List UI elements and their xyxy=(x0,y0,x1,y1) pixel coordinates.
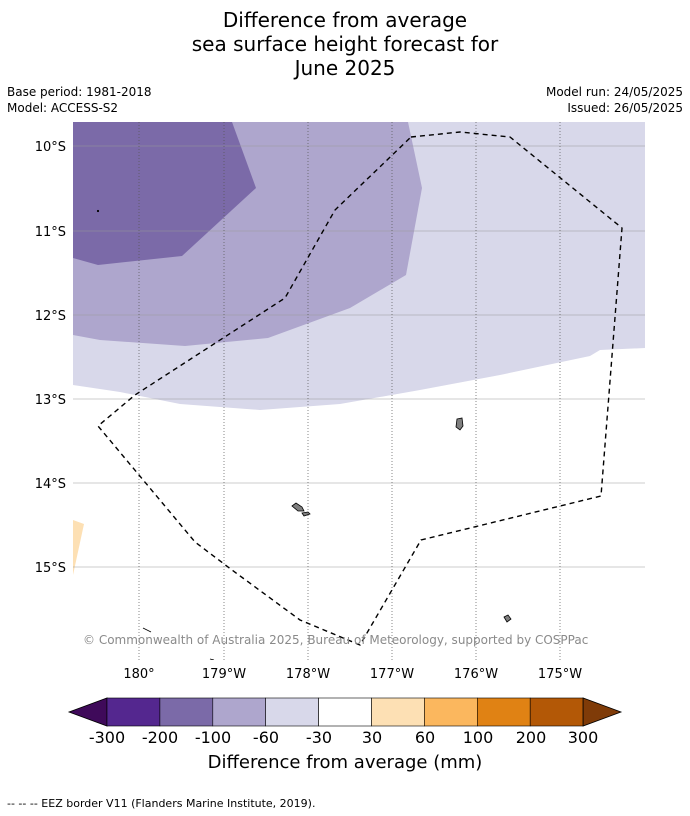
colorbar-segment xyxy=(529,697,584,727)
meta-right: Model run: 24/05/2025 Issued: 26/05/2025 xyxy=(546,84,683,116)
lon-label-180: 180° xyxy=(123,667,154,682)
issued-date: Issued: 26/05/2025 xyxy=(567,101,683,115)
colorbar-tick: 200 xyxy=(516,728,547,747)
eez-border xyxy=(97,131,623,646)
base-period: Base period: 1981-2018 xyxy=(7,85,152,99)
title-line-2: sea surface height forecast for xyxy=(191,32,499,56)
lat-label-15s: 15°S xyxy=(35,561,66,576)
colorbar-segment xyxy=(424,697,478,727)
meta-left: Base period: 1981-2018 Model: ACCESS-S2 xyxy=(7,84,152,116)
lat-gridlines xyxy=(73,145,645,568)
lon-label-179w: 179°W xyxy=(202,667,246,682)
colorbar-arrow-high xyxy=(582,697,623,727)
lon-label-176w: 176°W xyxy=(454,667,498,682)
island-small-s xyxy=(142,627,152,633)
title-line-1: Difference from average xyxy=(222,8,468,32)
lat-label-13s: 13°S xyxy=(35,393,66,408)
model-name: Model: ACCESS-S2 xyxy=(7,101,119,115)
colorbar-tick: 100 xyxy=(463,728,494,747)
title-line-3: June 2025 xyxy=(294,56,396,80)
lat-label-12s: 12°S xyxy=(35,309,66,324)
model-run: Model run: 24/05/2025 xyxy=(545,85,683,99)
lon-label-177w: 177°W xyxy=(370,667,414,682)
colorbar-tick: -30 xyxy=(306,728,332,747)
colorbar xyxy=(67,697,623,727)
island-niulakita xyxy=(455,417,464,431)
colorbar-tick: 30 xyxy=(362,728,382,747)
island-dot-north xyxy=(96,209,100,213)
lat-label-10s: 10°S xyxy=(35,140,66,155)
colorbar-segment xyxy=(265,697,319,727)
colorbar-segment xyxy=(159,697,214,727)
colorbar-tick: 300 xyxy=(568,728,599,747)
lon-label-178w: 178°W xyxy=(286,667,330,682)
chart-title: Difference from average sea surface heig… xyxy=(0,8,690,80)
colorbar-segment xyxy=(371,697,425,727)
lat-labels: 10°S 11°S 12°S 13°S 14°S 15°S xyxy=(35,140,66,576)
lon-labels: 180° 179°W 178°W 177°W 176°W 175°W xyxy=(123,667,582,682)
colorbar-segment xyxy=(212,697,267,727)
colorbar-tick: -200 xyxy=(142,728,178,747)
footer-note: -- -- -- EEZ border V11 (Flanders Marine… xyxy=(7,797,316,810)
island-small-se xyxy=(503,614,512,623)
island-nukulaelae-a xyxy=(291,502,305,512)
colorbar-segment xyxy=(318,697,372,727)
colorbar-tick: -300 xyxy=(89,728,125,747)
lat-label-11s: 11°S xyxy=(35,225,66,240)
colorbar-tick: -100 xyxy=(195,728,231,747)
colorbar-segment xyxy=(106,697,161,727)
colorbar-arrow-low xyxy=(67,697,108,727)
anomaly-region-dark xyxy=(73,122,256,265)
lon-label-175w: 175°W xyxy=(538,667,582,682)
colorbar-tick-labels: -300 -200 -100 -60 -30 30 60 100 200 300 xyxy=(89,728,598,747)
colorbar-tick: -60 xyxy=(253,728,279,747)
map-area xyxy=(73,122,645,660)
colorbar-title: Difference from average (mm) xyxy=(207,752,483,773)
copyright-notice: © Commonwealth of Australia 2025, Bureau… xyxy=(83,633,589,647)
island-small-bottom xyxy=(209,658,215,660)
colorbar-tick: 60 xyxy=(415,728,435,747)
island-nukulaelae-b xyxy=(301,511,311,517)
colorbar-segment xyxy=(476,697,531,727)
anomaly-region-positive xyxy=(73,520,84,575)
lat-label-14s: 14°S xyxy=(35,477,66,492)
